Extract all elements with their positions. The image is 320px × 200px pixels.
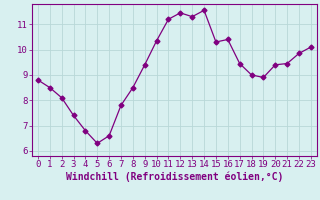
X-axis label: Windchill (Refroidissement éolien,°C): Windchill (Refroidissement éolien,°C) — [66, 172, 283, 182]
